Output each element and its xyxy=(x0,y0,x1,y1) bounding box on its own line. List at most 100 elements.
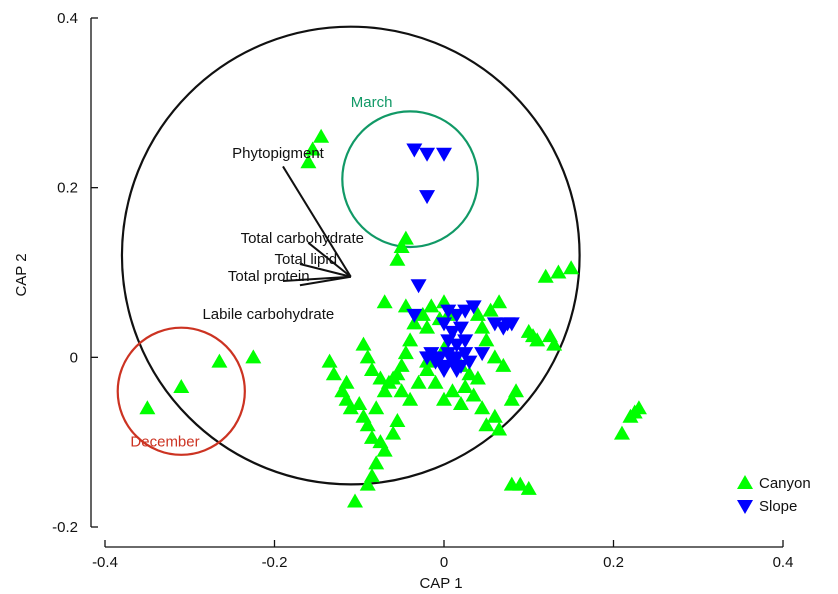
canyon-point xyxy=(376,294,393,309)
canyon-point xyxy=(410,374,427,389)
legend-marker xyxy=(737,475,753,489)
canyon-point xyxy=(520,480,537,495)
canyon-point xyxy=(452,395,469,410)
canyon-point xyxy=(321,353,338,368)
canyon-point xyxy=(393,239,410,254)
vector-line xyxy=(299,263,352,278)
canyon-point xyxy=(397,345,414,360)
canyon-point xyxy=(376,383,393,398)
canyon-point xyxy=(359,349,376,364)
canyon-point xyxy=(491,421,508,436)
canyon-point xyxy=(630,400,647,415)
canyon-point xyxy=(347,493,364,508)
slope-point xyxy=(440,347,457,362)
annotation-label: Labile carbohydrate xyxy=(202,306,334,323)
canyon-point xyxy=(474,319,491,334)
canyon-point xyxy=(508,383,525,398)
canyon-point xyxy=(359,476,376,491)
canyon-point xyxy=(482,302,499,317)
canyon-point xyxy=(389,412,406,427)
slope-point xyxy=(465,300,482,315)
canyon-point xyxy=(393,383,410,398)
canyon-point xyxy=(304,141,321,156)
canyon-point xyxy=(355,336,372,351)
canyon-point xyxy=(385,370,402,385)
vector-line xyxy=(282,165,352,278)
canyon-point xyxy=(529,332,546,347)
slope-point xyxy=(444,325,461,340)
annotation-label: Total lipid xyxy=(275,251,338,268)
canyon-point xyxy=(325,366,342,381)
canyon-point xyxy=(419,319,436,334)
canyon-point xyxy=(359,417,376,432)
x-tick-label: 0.2 xyxy=(603,554,624,571)
canyon-point xyxy=(313,128,330,143)
slope-point xyxy=(440,334,457,349)
slope-point xyxy=(406,308,423,323)
x-tick-label: 0.4 xyxy=(773,554,794,571)
ellipses-layer xyxy=(116,25,581,486)
slope-point xyxy=(474,347,491,362)
canyon-point xyxy=(495,357,512,372)
slope-point xyxy=(436,147,452,162)
canyon-point xyxy=(491,294,508,309)
canyon-point xyxy=(486,349,503,364)
slope-point xyxy=(448,338,465,353)
canyon-point xyxy=(613,425,630,440)
slope-point xyxy=(444,355,461,370)
outer-circle xyxy=(120,25,581,486)
canyon-point xyxy=(546,336,563,351)
canyon-point xyxy=(245,349,262,364)
slope-point xyxy=(419,147,436,162)
canyon-point xyxy=(537,268,554,283)
x-tick-label: -0.2 xyxy=(262,554,288,571)
canyon-point xyxy=(469,370,486,385)
vector-line xyxy=(299,275,351,287)
canyon-point xyxy=(469,306,486,321)
slope-point xyxy=(503,317,520,332)
canyon-point xyxy=(423,298,440,313)
annotation-label: Total carbohydrate xyxy=(241,230,364,247)
slope-point xyxy=(436,317,452,332)
canyon-point xyxy=(402,391,419,406)
march-circle xyxy=(341,110,479,249)
slope-point xyxy=(440,304,457,319)
legend-marker xyxy=(737,500,753,514)
canyon-point xyxy=(474,400,491,415)
canyon-point xyxy=(368,400,385,415)
x-tick-label: 0 xyxy=(440,554,448,571)
slope-point xyxy=(457,304,474,319)
canyon-point xyxy=(402,332,419,347)
slope-point xyxy=(486,317,503,332)
slope-point xyxy=(419,190,436,205)
canyon-point xyxy=(397,230,414,245)
canyon-point xyxy=(419,362,436,377)
canyon-point xyxy=(478,332,495,347)
x-axis-title: CAP 1 xyxy=(419,575,462,592)
annotation-label: December xyxy=(130,433,199,450)
canyon-point xyxy=(300,154,317,169)
canyon-point xyxy=(363,429,380,444)
axes: -0.4 -0.2 0 0.2 0.4 -0.2 0 0.2 0.4 xyxy=(52,10,793,571)
vectors-layer xyxy=(282,165,352,287)
slope-point xyxy=(419,351,436,366)
x-tick-label: -0.4 xyxy=(92,554,118,571)
canyon-point xyxy=(372,370,389,385)
slope-point xyxy=(436,364,452,379)
canyon-point xyxy=(334,383,351,398)
labels-layer: Phytopigment Total carbohydrate Total lipi… xyxy=(130,94,392,450)
canyon-point xyxy=(465,387,482,402)
y-tick-label: 0 xyxy=(70,349,78,366)
canyon-point xyxy=(436,391,452,406)
vector-line xyxy=(307,242,352,278)
slope-point xyxy=(427,355,444,370)
annotation-label: Phytopigment xyxy=(232,145,325,162)
canyon-point xyxy=(368,455,385,470)
canyon-point xyxy=(478,417,495,432)
vector-line xyxy=(282,275,351,282)
canyon-point xyxy=(338,374,355,389)
canyon-point xyxy=(385,425,402,440)
canyon-point xyxy=(512,476,529,491)
canyon-point xyxy=(363,362,380,377)
